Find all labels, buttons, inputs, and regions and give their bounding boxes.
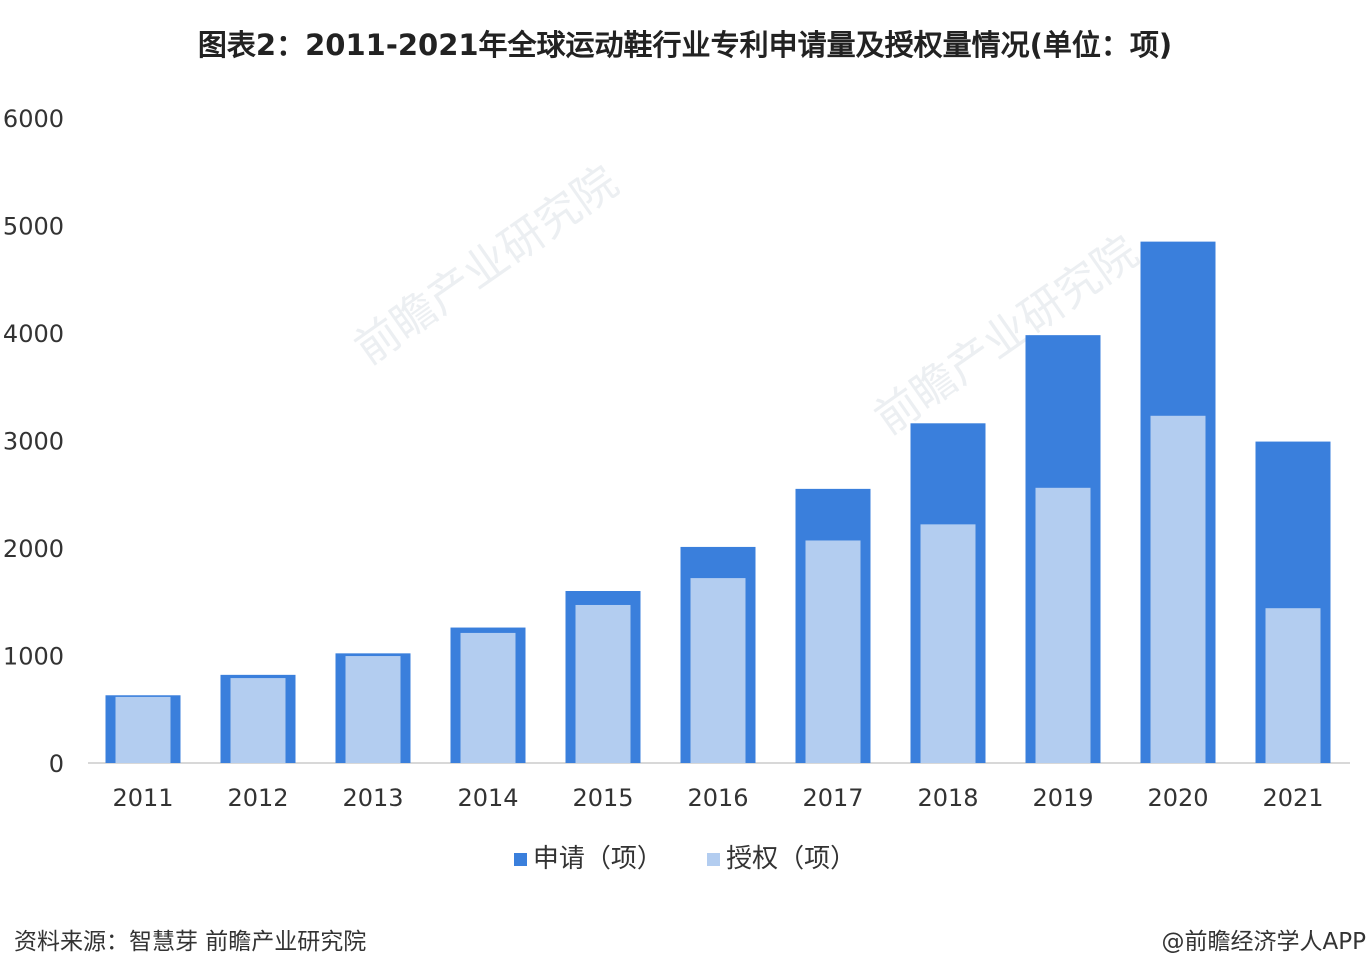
x-tick-label: 2012 (227, 784, 288, 812)
x-tick-label: 2018 (917, 784, 978, 812)
y-axis: 0 1000 2000 3000 4000 5000 6000 (3, 105, 64, 778)
y-tick-label: 5000 (3, 213, 64, 241)
bars (105, 241, 1331, 763)
x-tick-label: 2015 (572, 784, 633, 812)
x-tick-label: 2013 (342, 784, 403, 812)
bar-grant-2020 (1150, 415, 1206, 763)
bar-grant-2015 (575, 604, 631, 763)
bar-grant-2018 (920, 524, 976, 763)
x-tick-label: 2014 (457, 784, 518, 812)
x-tick-label: 2021 (1262, 784, 1323, 812)
bar-grant-2013 (345, 656, 401, 763)
y-tick-label: 6000 (3, 105, 64, 133)
legend-item-apply: 申请（项） (513, 838, 663, 875)
bar-grant-2011 (115, 696, 171, 763)
legend-label: 申请（项） (532, 844, 663, 874)
y-tick-label: 2000 (3, 535, 64, 563)
x-tick-label: 2016 (687, 784, 748, 812)
bar-grant-2017 (805, 540, 861, 763)
x-tick-label: 2011 (112, 784, 173, 812)
legend-label: 授权（项） (726, 844, 857, 874)
x-tick-label: 2020 (1147, 784, 1208, 812)
bar-grant-2019 (1035, 487, 1091, 763)
bar-grant-2014 (460, 632, 516, 763)
x-tick-label: 2019 (1032, 784, 1093, 812)
chart-title: 图表2：2011-2021年全球运动鞋行业专利申请量及授权量情况(单位：项) (197, 28, 1173, 62)
y-tick-label: 1000 (3, 643, 64, 671)
x-axis: 2011 2012 2013 2014 2015 2016 2017 2018 2019 2020… (112, 784, 1323, 812)
y-tick-label: 0 (49, 750, 64, 778)
y-tick-label: 3000 (3, 428, 64, 456)
bar-grant-2021 (1265, 608, 1321, 763)
source-note: 资料来源：智慧芽 前瞻产业研究院 (14, 929, 367, 955)
legend: 申请（项） 授权（项） (0, 838, 1370, 875)
legend-swatch (707, 853, 721, 866)
legend-item-grant: 授权（项） (707, 838, 856, 875)
y-tick-label: 4000 (3, 320, 64, 348)
credit: @前瞻经济学人APP (1161, 929, 1366, 955)
x-tick-label: 2017 (802, 784, 863, 812)
bar-grant-2012 (230, 678, 286, 763)
bar-grant-2016 (690, 578, 746, 763)
legend-swatch (513, 853, 527, 866)
